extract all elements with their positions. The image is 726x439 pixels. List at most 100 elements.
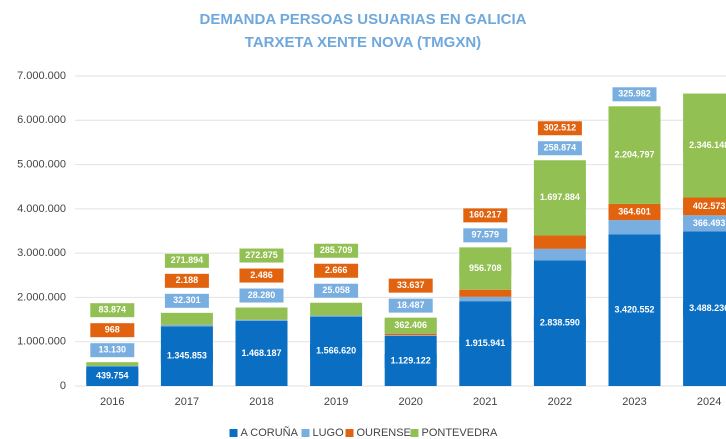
bar-segment	[86, 365, 139, 367]
value-label: 364.601	[618, 206, 651, 216]
value-label: 258.874	[544, 143, 577, 153]
value-label: 302.512	[544, 123, 577, 133]
value-label-box	[314, 243, 359, 258]
value-label-box	[683, 138, 726, 153]
value-label: 402.573	[693, 201, 726, 211]
chart-subtitle: TARXETA XENTE NOVA (TMGXN)	[245, 34, 481, 51]
y-tick-label: 6.000.000	[17, 114, 66, 126]
legend-label: OURENSE	[357, 427, 411, 439]
value-label-box	[608, 148, 661, 163]
value-label-box	[537, 141, 582, 156]
value-label: 968	[105, 325, 120, 335]
value-label-box	[239, 248, 284, 263]
bar-segment	[310, 315, 363, 317]
value-label-box	[90, 323, 135, 338]
x-tick-label: 2021	[473, 396, 497, 408]
bar-segment	[235, 307, 288, 320]
bar-segment	[86, 362, 139, 366]
value-label: 362.406	[394, 320, 427, 330]
bar-segment	[160, 312, 213, 325]
value-label-box	[164, 273, 209, 288]
value-label-box	[533, 316, 586, 331]
value-label: 1.566.620	[316, 346, 356, 356]
y-tick-label: 0	[60, 380, 66, 392]
value-label-box	[683, 216, 726, 231]
y-tick-label: 5.000.000	[17, 158, 66, 170]
value-label-box	[384, 318, 437, 333]
legend-swatch	[345, 429, 354, 437]
value-label: 1.915.941	[465, 338, 505, 348]
bar-segment	[533, 248, 586, 261]
y-tick-label: 3.000.000	[17, 247, 66, 259]
value-label: 3.488.236	[689, 303, 726, 313]
x-tick-label: 2024	[697, 396, 721, 408]
value-label: 18.487	[397, 300, 425, 310]
x-tick-label: 2022	[548, 396, 572, 408]
bar-segment	[384, 335, 437, 336]
x-tick-label: 2016	[100, 396, 124, 408]
y-tick-label: 1.000.000	[17, 336, 66, 348]
value-label-box	[239, 268, 284, 283]
x-tick-label: 2017	[175, 396, 199, 408]
value-label: 25.058	[322, 285, 350, 295]
x-tick-label: 2019	[324, 396, 348, 408]
value-label-box	[537, 121, 582, 136]
value-label-box	[459, 336, 512, 351]
value-label: 2.486	[250, 270, 273, 280]
bar-segment	[310, 302, 363, 316]
value-label: 366.493	[693, 218, 726, 228]
value-label-box	[388, 298, 433, 313]
value-label: 2.204.797	[614, 149, 654, 159]
legend-label: A CORUÑA	[241, 426, 299, 439]
bar-segment	[384, 333, 437, 336]
value-label: 2.188	[176, 275, 199, 285]
legend-label: PONTEVEDRA	[422, 427, 498, 439]
y-tick-label: 2.000.000	[17, 291, 66, 303]
value-label: 2.346.148	[689, 140, 726, 150]
value-label: 272.875	[245, 250, 278, 260]
value-label-box	[683, 301, 726, 316]
legend-swatch	[301, 429, 310, 437]
value-label: 325.982	[618, 89, 651, 99]
value-label-box	[90, 303, 135, 318]
value-label: 439.754	[96, 371, 129, 381]
y-tick-label: 4.000.000	[17, 203, 66, 215]
value-label: 32.301	[173, 295, 201, 305]
legend-swatch	[229, 429, 238, 437]
bar-segment	[459, 296, 512, 302]
x-tick-label: 2023	[622, 396, 646, 408]
value-label: 1.697.884	[540, 192, 580, 202]
value-label-box	[683, 199, 726, 214]
value-label: 1.468.187	[241, 348, 281, 358]
chart-title: DEMANDA PERSOAS USUARIAS EN GALICIA	[200, 11, 527, 28]
value-label: 285.709	[320, 245, 353, 255]
value-label-box	[239, 288, 284, 303]
bar-segment	[533, 235, 586, 249]
value-label-box	[463, 208, 508, 223]
value-label: 83.874	[99, 305, 127, 315]
y-tick-label: 7.000.000	[17, 70, 66, 82]
legend-swatch	[410, 429, 419, 437]
value-label: 13.130	[99, 345, 127, 355]
value-label-box	[384, 353, 437, 368]
value-label-box	[612, 87, 657, 102]
value-label: 160.217	[469, 210, 502, 220]
bar-segment	[235, 319, 288, 321]
value-label-box	[164, 293, 209, 308]
value-label-box	[533, 190, 586, 205]
value-label-box	[235, 346, 288, 361]
x-tick-label: 2018	[249, 396, 273, 408]
value-label: 271.894	[171, 255, 204, 265]
value-label: 3.420.552	[614, 305, 654, 315]
value-label: 2.838.590	[540, 318, 580, 328]
value-label-box	[86, 369, 139, 384]
value-label-box	[608, 205, 661, 220]
value-label-box	[90, 343, 135, 358]
value-label: 2.666	[325, 265, 348, 275]
value-label: 956.708	[469, 263, 502, 273]
bar-segment	[608, 220, 661, 235]
value-label: 1.345.853	[167, 351, 207, 361]
value-label-box	[459, 261, 512, 276]
value-label: 33.637	[397, 280, 425, 290]
